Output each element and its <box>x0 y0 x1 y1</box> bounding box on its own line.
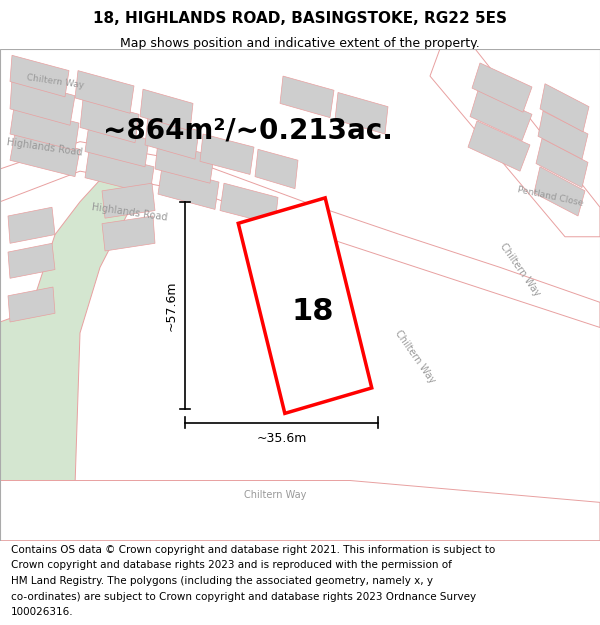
Text: HM Land Registry. The polygons (including the associated geometry, namely x, y: HM Land Registry. The polygons (includin… <box>11 576 433 586</box>
Polygon shape <box>470 90 532 141</box>
Polygon shape <box>0 142 600 328</box>
Polygon shape <box>472 63 532 112</box>
Polygon shape <box>468 121 530 171</box>
Polygon shape <box>8 243 55 278</box>
Text: 18, HIGHLANDS ROAD, BASINGSTOKE, RG22 5ES: 18, HIGHLANDS ROAD, BASINGSTOKE, RG22 5E… <box>93 11 507 26</box>
Polygon shape <box>158 167 219 209</box>
Polygon shape <box>85 124 149 167</box>
Text: Crown copyright and database rights 2023 and is reproduced with the permission o: Crown copyright and database rights 2023… <box>11 561 452 571</box>
Polygon shape <box>102 216 155 251</box>
Polygon shape <box>80 99 139 142</box>
Polygon shape <box>155 142 214 183</box>
Polygon shape <box>335 92 388 134</box>
Polygon shape <box>200 134 254 174</box>
Polygon shape <box>145 116 199 159</box>
Text: Chiltern Way: Chiltern Way <box>26 73 84 90</box>
Polygon shape <box>102 183 155 218</box>
Text: ~35.6m: ~35.6m <box>256 432 307 446</box>
Polygon shape <box>10 78 75 125</box>
Text: Chiltern Way: Chiltern Way <box>244 490 306 500</box>
Polygon shape <box>8 208 55 243</box>
Text: Contains OS data © Crown copyright and database right 2021. This information is : Contains OS data © Crown copyright and d… <box>11 545 495 555</box>
Text: co-ordinates) are subject to Crown copyright and database rights 2023 Ordnance S: co-ordinates) are subject to Crown copyr… <box>11 592 476 602</box>
Polygon shape <box>10 55 69 97</box>
Polygon shape <box>536 138 588 188</box>
Polygon shape <box>255 149 298 189</box>
Polygon shape <box>430 49 600 237</box>
Text: ~864m²/~0.213ac.: ~864m²/~0.213ac. <box>103 117 393 145</box>
Text: Highlands Road: Highlands Road <box>7 137 83 158</box>
Polygon shape <box>540 84 589 132</box>
Polygon shape <box>280 76 334 118</box>
Polygon shape <box>75 71 134 113</box>
Text: Map shows position and indicative extent of the property.: Map shows position and indicative extent… <box>120 36 480 49</box>
Polygon shape <box>10 107 79 151</box>
Text: Chiltern Way: Chiltern Way <box>393 329 437 386</box>
Polygon shape <box>0 481 600 541</box>
Polygon shape <box>10 133 80 177</box>
Polygon shape <box>85 151 154 194</box>
Polygon shape <box>0 180 145 486</box>
Polygon shape <box>238 198 372 413</box>
Text: Chiltern Way: Chiltern Way <box>498 241 542 298</box>
Polygon shape <box>220 183 278 225</box>
Text: ~57.6m: ~57.6m <box>164 281 178 331</box>
Text: Pentland Close: Pentland Close <box>516 185 584 208</box>
Polygon shape <box>538 111 588 159</box>
Text: 100026316.: 100026316. <box>11 608 73 618</box>
Polygon shape <box>534 167 585 216</box>
Text: 18: 18 <box>292 297 334 326</box>
Polygon shape <box>140 89 193 131</box>
Polygon shape <box>8 287 55 322</box>
Text: Highlands Road: Highlands Road <box>91 202 169 223</box>
